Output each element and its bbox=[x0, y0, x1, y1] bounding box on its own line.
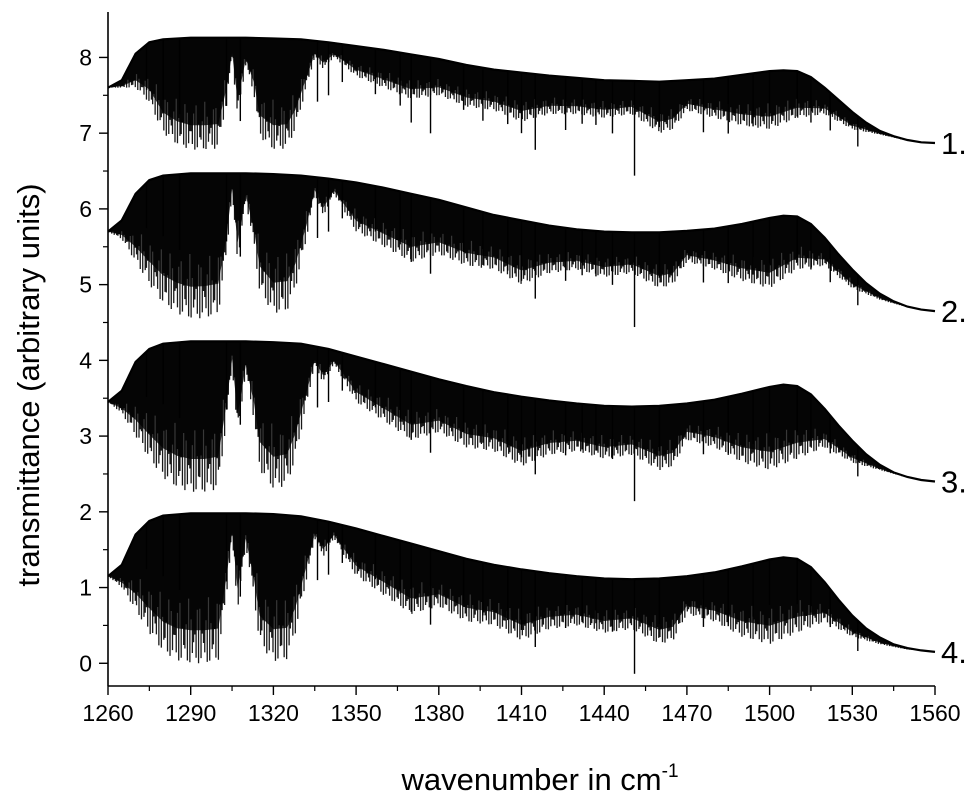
series-1 bbox=[107, 36, 936, 176]
x-tick-label-1260: 1260 bbox=[82, 700, 133, 726]
y-tick-label-1: 1 bbox=[79, 575, 92, 601]
y-tick-label-8: 8 bbox=[79, 44, 92, 70]
x-tick-label-1350: 1350 bbox=[331, 700, 382, 726]
series-2 bbox=[107, 172, 936, 328]
tick-marks bbox=[99, 56, 936, 695]
curve-label-2: 2. bbox=[941, 294, 967, 329]
y-axis-label: transmittance (arbitrary units) bbox=[11, 183, 46, 586]
series-4 bbox=[107, 512, 936, 674]
x-tick-label-1470: 1470 bbox=[661, 700, 712, 726]
series-2-envelope bbox=[107, 172, 936, 313]
y-tick-label-6: 6 bbox=[79, 196, 92, 222]
x-axis-label-superscript: -1 bbox=[662, 761, 679, 782]
x-tick-label-1560: 1560 bbox=[909, 700, 960, 726]
series-3-envelope bbox=[107, 340, 936, 483]
x-tick-label-1500: 1500 bbox=[744, 700, 795, 726]
plot-area bbox=[107, 36, 936, 674]
tick-labels: 1260 1290 1320 1350 1380 1410 1440 1470 1500 1530… bbox=[79, 44, 960, 726]
series-4-envelope bbox=[107, 512, 936, 653]
y-tick-label-0: 0 bbox=[79, 650, 92, 676]
curve-label-3: 3. bbox=[941, 465, 967, 500]
x-tick-label-1440: 1440 bbox=[579, 700, 630, 726]
x-tick-label-1530: 1530 bbox=[827, 700, 878, 726]
curve-label-4: 4. bbox=[941, 635, 967, 670]
x-tick-label-1290: 1290 bbox=[165, 700, 216, 726]
curve-labels: 1. 2. 3. 4. bbox=[941, 126, 967, 670]
series-3 bbox=[107, 340, 936, 502]
curve-label-1: 1. bbox=[941, 126, 967, 161]
x-axis-label-text: wavenumber in cm bbox=[400, 762, 661, 797]
x-tick-label-1410: 1410 bbox=[496, 700, 547, 726]
x-tick-label-1380: 1380 bbox=[413, 700, 464, 726]
x-tick-label-1320: 1320 bbox=[248, 700, 299, 726]
series-1-envelope bbox=[107, 36, 936, 145]
y-tick-label-2: 2 bbox=[79, 499, 92, 525]
y-tick-label-4: 4 bbox=[79, 347, 92, 373]
y-tick-label-5: 5 bbox=[79, 272, 92, 298]
x-axis-label: wavenumber in cm-1 bbox=[400, 761, 678, 797]
y-tick-label-7: 7 bbox=[79, 120, 92, 146]
y-tick-label-3: 3 bbox=[79, 423, 92, 449]
